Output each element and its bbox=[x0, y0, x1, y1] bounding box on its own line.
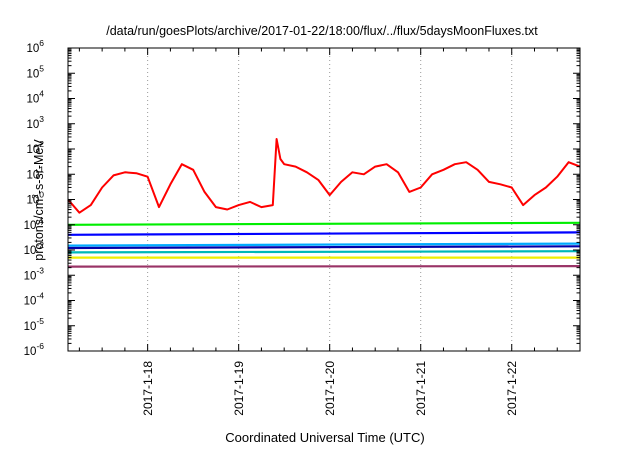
y-tick-exponent: 2 bbox=[39, 139, 44, 149]
y-tick-label: 10-6 bbox=[24, 341, 45, 358]
y-tick-base: 10 bbox=[26, 43, 39, 55]
y-tick-label: 101 bbox=[26, 164, 44, 181]
series-line bbox=[67, 221, 581, 226]
y-tick-base: 10 bbox=[26, 144, 39, 156]
x-axis-label: Coordinated Universal Time (UTC) bbox=[225, 430, 424, 445]
series-line bbox=[67, 231, 581, 236]
y-tick-base: 10 bbox=[24, 321, 37, 333]
series-line bbox=[67, 265, 581, 268]
y-axis-label-sup: 2 bbox=[30, 194, 40, 199]
y-tick-label: 103 bbox=[26, 114, 44, 131]
y-tick-label: 104 bbox=[26, 89, 44, 106]
y-axis-label: protons/cm2-s-sr-MeV bbox=[30, 139, 46, 261]
y-tick-base: 10 bbox=[26, 169, 39, 181]
y-tick-base: 10 bbox=[26, 68, 39, 80]
y-axis-label-prefix: protons/cm bbox=[32, 199, 46, 261]
y-tick-exponent: -3 bbox=[36, 265, 44, 275]
plot-frame bbox=[67, 47, 581, 352]
y-tick-base: 10 bbox=[26, 195, 39, 207]
series-line bbox=[67, 250, 581, 254]
x-tick-label: 2017-1-19 bbox=[232, 361, 246, 416]
y-tick-exponent: 1 bbox=[39, 164, 44, 174]
x-tick-label: 2017-1-22 bbox=[505, 361, 519, 416]
y-tick-exponent: -4 bbox=[36, 291, 44, 301]
chart-title: /data/run/goesPlots/archive/2017-01-22/1… bbox=[106, 24, 538, 38]
y-tick-base: 10 bbox=[24, 270, 37, 282]
y-tick-exponent: -6 bbox=[36, 341, 44, 351]
y-tick-base: 10 bbox=[26, 119, 39, 131]
y-tick-exponent: 6 bbox=[39, 38, 44, 48]
y-tick-exponent: 5 bbox=[39, 63, 44, 73]
y-tick-label: 10-2 bbox=[24, 240, 45, 257]
series-line bbox=[67, 138, 581, 214]
x-tick-label: 2017-1-20 bbox=[323, 361, 337, 416]
axis-layer: 10-610-510-410-310-210-11001011021031041… bbox=[24, 38, 580, 416]
y-tick-exponent: -5 bbox=[36, 316, 44, 326]
y-tick-exponent: 4 bbox=[39, 89, 44, 99]
y-axis-label-suffix: -s-sr-MeV bbox=[32, 139, 46, 195]
y-tick-base: 10 bbox=[26, 94, 39, 106]
y-tick-label: 10-5 bbox=[24, 316, 45, 333]
x-tick-label: 2017-1-18 bbox=[141, 361, 155, 416]
grid-layer bbox=[147, 48, 513, 351]
y-tick-exponent: 3 bbox=[39, 114, 44, 124]
series-line bbox=[67, 245, 581, 250]
y-tick-label: 105 bbox=[26, 63, 44, 80]
y-tick-label: 106 bbox=[26, 38, 44, 55]
y-tick-base: 10 bbox=[24, 220, 37, 232]
series-line bbox=[67, 242, 581, 247]
y-tick-label: 10-1 bbox=[24, 215, 45, 232]
y-tick-exponent: -2 bbox=[36, 240, 44, 250]
x-tick-label: 2017-1-21 bbox=[414, 361, 428, 416]
y-tick-label: 10-3 bbox=[24, 265, 45, 282]
y-tick-label: 100 bbox=[26, 190, 44, 207]
y-tick-base: 10 bbox=[24, 245, 37, 257]
y-tick-exponent: -1 bbox=[36, 215, 44, 225]
y-tick-label: 10-4 bbox=[24, 291, 45, 308]
y-tick-base: 10 bbox=[24, 346, 37, 358]
y-tick-label: 102 bbox=[26, 139, 44, 156]
y-tick-base: 10 bbox=[24, 296, 37, 308]
series-layer bbox=[67, 138, 581, 268]
y-tick-exponent: 0 bbox=[39, 190, 44, 200]
